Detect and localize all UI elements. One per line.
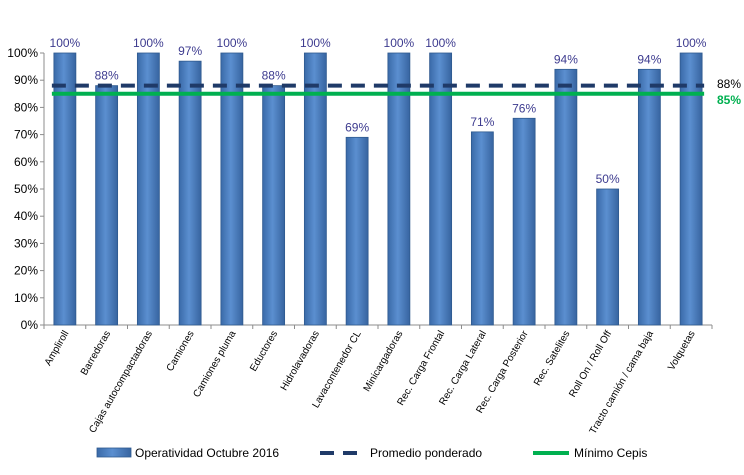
x-tick-label: Volquetas <box>666 329 697 373</box>
bar <box>470 131 494 326</box>
bar <box>178 60 202 326</box>
y-tick-label: 20% <box>14 264 38 278</box>
data-label: 71% <box>470 115 494 129</box>
y-tick-label: 90% <box>14 73 38 87</box>
legend-swatch-bars <box>96 447 132 458</box>
bar <box>637 68 661 326</box>
bar <box>220 52 244 326</box>
bar <box>596 188 620 326</box>
data-label: 50% <box>596 172 620 186</box>
y-axis: 0% 10% 20% 30% 40% 50% 60% 70% 80% 90% 100% <box>7 46 45 332</box>
data-label: 100% <box>50 36 81 50</box>
data-label: 97% <box>178 44 202 58</box>
data-label: 94% <box>554 52 578 66</box>
legend: Operatividad Octubre 2016 Promedio ponder… <box>96 446 647 460</box>
y-tick-label: 60% <box>14 155 38 169</box>
x-tick-label: Camiones <box>165 329 197 373</box>
x-tick-label: Ampliroll <box>43 329 72 368</box>
y-tick-label: 50% <box>14 182 38 196</box>
y-tick-label: 10% <box>14 291 38 305</box>
x-tick-label: Roll On / Roll Off <box>567 329 614 400</box>
bar <box>429 52 453 326</box>
x-tick-label: Rec. Carga Frontal <box>395 329 447 408</box>
data-label: 100% <box>300 36 331 50</box>
bar <box>345 136 369 326</box>
data-label: 100% <box>384 36 415 50</box>
bar <box>95 85 119 326</box>
bar <box>303 52 327 326</box>
x-tick-label: Rec. Satelites <box>532 329 572 388</box>
bar <box>387 52 411 326</box>
data-label: 88% <box>262 69 286 83</box>
x-tick-label: Barredoras <box>79 329 113 377</box>
reference-line-label: 88% <box>717 77 741 91</box>
bars <box>53 52 703 326</box>
x-tick-label: Hidrolavadoras <box>279 329 322 393</box>
x-tick-label: Rec. Carga Lateral <box>437 329 488 407</box>
x-tick-label: Lavacontenedor CL <box>311 329 364 410</box>
y-tick-label: 80% <box>14 100 38 114</box>
bar <box>136 52 160 326</box>
y-tick-label: 100% <box>7 46 38 60</box>
data-label: 100% <box>133 36 164 50</box>
x-tick-label: Camiones pluma <box>191 329 238 400</box>
bar <box>512 117 536 326</box>
data-label: 100% <box>425 36 456 50</box>
x-tick-label: Minicargadoras <box>362 329 406 394</box>
data-label: 88% <box>95 69 119 83</box>
y-tick-label: 70% <box>14 128 38 142</box>
reference-lines: 88%85% <box>51 77 741 107</box>
x-tick-label: Eductores <box>248 329 280 373</box>
y-tick-label: 30% <box>14 236 38 250</box>
y-tick-label: 40% <box>14 209 38 223</box>
legend-label-average: Promedio ponderado <box>370 446 482 460</box>
y-tick-label: 0% <box>21 318 39 332</box>
data-labels: 100% 88% 100% 97% 100% 88% 100% 69% 100% 100% 71% 7… <box>50 36 707 186</box>
bar <box>679 52 703 326</box>
bar <box>53 52 77 326</box>
data-label: 69% <box>345 120 369 134</box>
reference-line-label: 85% <box>717 93 741 107</box>
legend-label-minimum: Mínimo Cepis <box>574 446 647 460</box>
data-label: 100% <box>217 36 248 50</box>
bar <box>554 68 578 326</box>
legend-label-bars: Operatividad Octubre 2016 <box>135 446 279 460</box>
bar <box>262 85 286 326</box>
data-label: 76% <box>512 101 536 115</box>
data-label: 94% <box>637 52 661 66</box>
data-label: 100% <box>676 36 707 50</box>
